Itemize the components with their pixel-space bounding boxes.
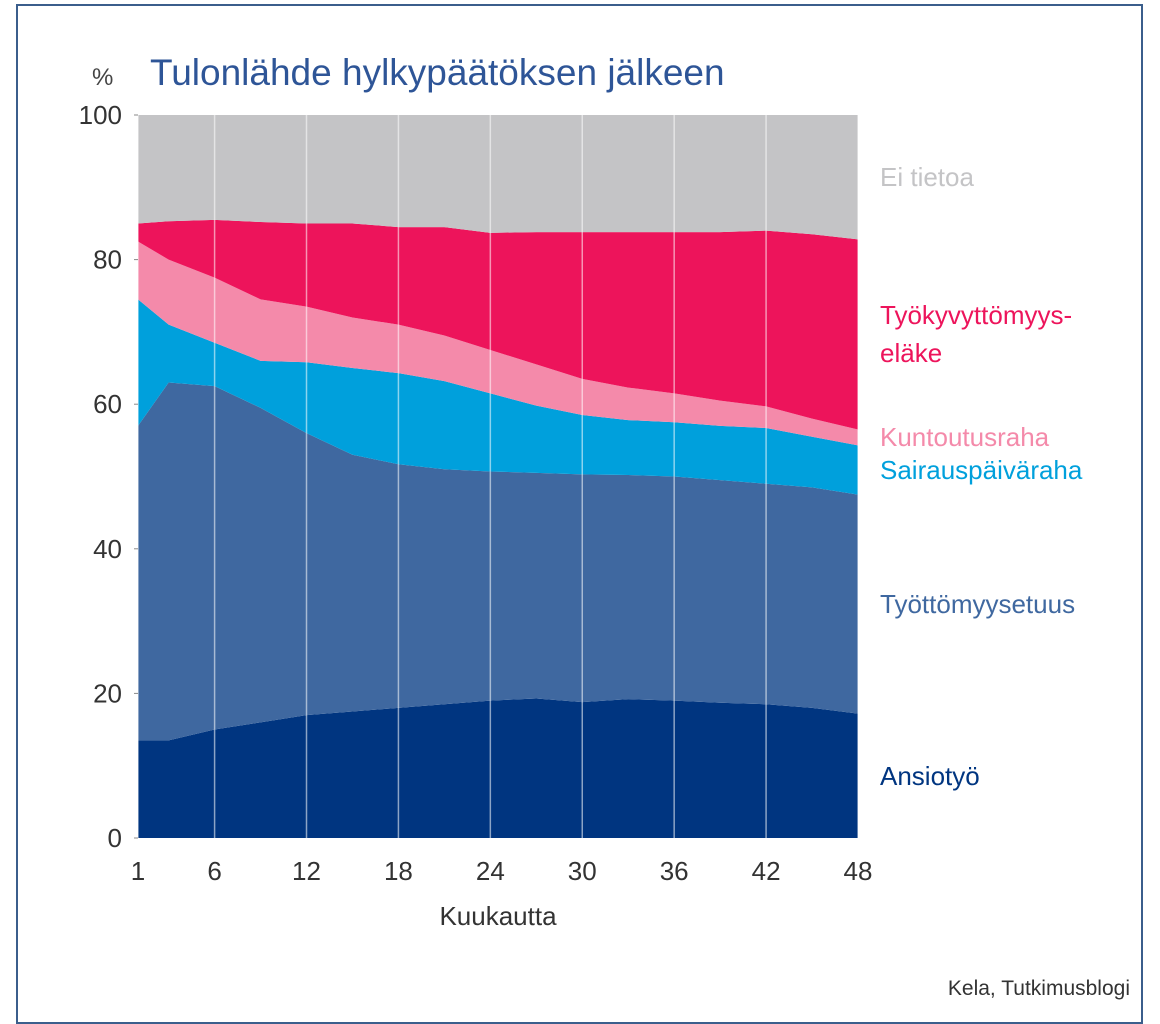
x-axis-label: Kuukautta [439,901,557,931]
x-tick-label: 18 [384,856,413,886]
series-label: Kuntoutusraha [880,422,1050,453]
x-tick-label: 6 [207,856,221,886]
area [138,219,858,430]
area [138,115,858,240]
y-tick-label: 60 [93,389,122,419]
series-label: Työkyvyttömyys- eläke [880,300,1073,369]
x-tick-label: 42 [752,856,781,886]
x-tick-label: 48 [844,856,873,886]
chart-title: Tulonlähde hylkypäätöksen jälkeen [150,52,725,93]
y-tick-label: 100 [79,100,122,130]
y-tick-label: 40 [93,534,122,564]
areas [138,115,858,838]
series-label: Työttömyysetuus [880,589,1076,620]
x-tick-label: 12 [292,856,321,886]
series-label: Ei tietoa [880,162,974,193]
area [138,382,858,741]
y-tick-label: 80 [93,245,122,275]
area [138,698,858,838]
x-tick-label: 30 [568,856,597,886]
x-tick-label: 1 [131,856,145,886]
area [138,299,858,495]
source: Kela, Tutkimusblogi [948,977,1130,1000]
x-tick-label: 24 [476,856,505,886]
y-tick-label: 20 [93,678,122,708]
x-tick-label: 36 [660,856,689,886]
y-unit: % [92,64,113,91]
area [138,241,858,446]
series-label: Ansiotyö [880,760,980,791]
y-tick-label: 0 [108,823,122,853]
series-label: Sairauspäiväraha [880,454,1083,485]
